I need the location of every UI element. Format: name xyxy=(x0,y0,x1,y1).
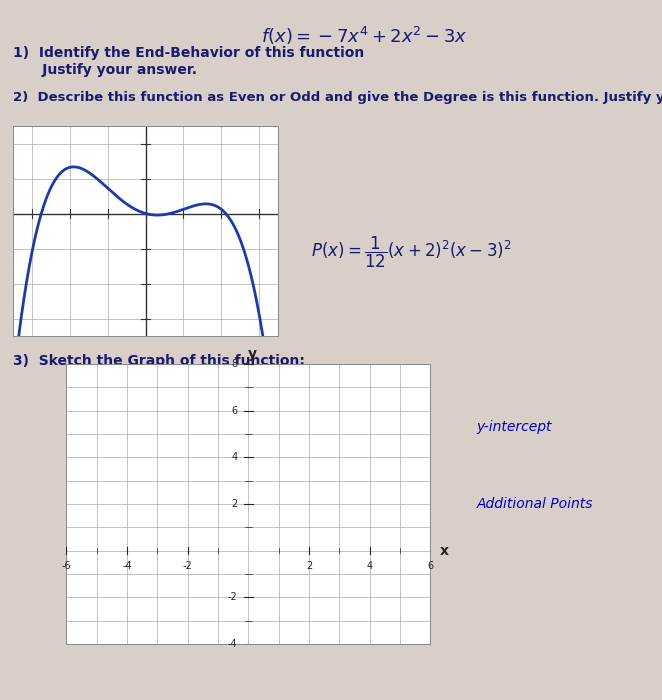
Text: 2: 2 xyxy=(306,561,312,571)
Text: 4: 4 xyxy=(232,452,238,462)
Text: Justify your answer.: Justify your answer. xyxy=(13,63,197,77)
Text: 2: 2 xyxy=(232,499,238,509)
Text: 1)  Identify the End-Behavior of this function: 1) Identify the End-Behavior of this fun… xyxy=(13,46,365,60)
Text: -2: -2 xyxy=(228,592,238,602)
Text: y-intercept: y-intercept xyxy=(477,420,552,434)
Text: $P(x)=\dfrac{1}{12}(x+2)^2(x-3)^2$: $P(x)=\dfrac{1}{12}(x+2)^2(x-3)^2$ xyxy=(311,234,512,270)
Text: 8: 8 xyxy=(232,359,238,369)
Text: 3)  Sketch the Graph of this function:: 3) Sketch the Graph of this function: xyxy=(13,354,305,368)
Text: 2)  Describe this function as Even or Odd and give the Degree is this function. : 2) Describe this function as Even or Odd… xyxy=(13,91,662,104)
Text: -2: -2 xyxy=(183,561,193,571)
Text: Additional Points: Additional Points xyxy=(477,497,593,511)
Text: 6: 6 xyxy=(427,561,434,571)
Text: x: x xyxy=(440,544,448,558)
Text: $f(x)=-7x^4+2x^2-3x$: $f(x)=-7x^4+2x^2-3x$ xyxy=(261,25,467,47)
Text: -6: -6 xyxy=(62,561,71,571)
Text: 4: 4 xyxy=(367,561,373,571)
Text: -4: -4 xyxy=(122,561,132,571)
Text: 6: 6 xyxy=(232,406,238,416)
Text: -4: -4 xyxy=(228,639,238,649)
Text: y: y xyxy=(248,346,258,360)
